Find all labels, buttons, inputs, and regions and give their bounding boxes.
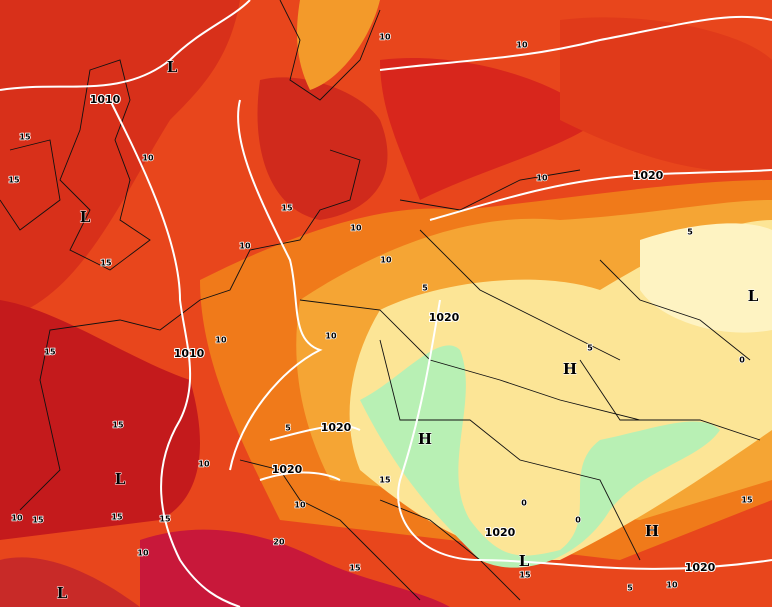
cold-field	[640, 223, 772, 333]
pressure-center: L	[57, 584, 68, 602]
warm-field	[0, 0, 240, 320]
warm-field	[380, 58, 600, 200]
isotherm-label: 15	[111, 513, 123, 522]
isotherm-label: 5	[627, 584, 633, 593]
isotherm-label: 15	[32, 516, 44, 525]
isotherm-label: 10	[325, 332, 337, 341]
coastline	[239, 459, 521, 601]
isobar-label: 1020	[429, 311, 460, 324]
pressure-center: H	[418, 430, 432, 448]
isotherm-label: 15	[741, 496, 753, 505]
isobar-label: 1020	[321, 421, 352, 434]
isotherm-label: 0	[739, 356, 745, 365]
isotherm-label: 10	[137, 549, 149, 558]
warm-field	[257, 77, 388, 220]
isotherm-label: 15	[112, 421, 124, 430]
coastline	[0, 139, 61, 231]
isotherm-label: 5	[587, 344, 593, 353]
isotherm-label: 10	[239, 242, 251, 251]
warm-field	[560, 17, 772, 172]
coastlines	[0, 0, 761, 601]
pressure-center: L	[748, 287, 759, 305]
coastline	[19, 149, 361, 511]
sea-field	[140, 529, 450, 607]
isobar	[109, 99, 241, 607]
border	[579, 259, 761, 441]
border	[299, 169, 641, 561]
isotherm-label: 15	[159, 515, 171, 524]
isotherm-label: 10	[215, 336, 227, 345]
isotherm-label: 15	[281, 204, 293, 213]
labels: LLLLLLHHH1010101010201020102010201020102…	[8, 32, 760, 603]
isotherm-label: 15	[44, 348, 56, 357]
isotherm-label: 10	[380, 256, 392, 265]
isotherm-label: 10	[350, 224, 362, 233]
isotherm-label: 15	[349, 564, 361, 573]
isobar-label: 1020	[685, 561, 716, 574]
pressure-center: L	[115, 470, 126, 488]
isotherm-label: 10	[142, 154, 154, 163]
isobar	[0, 0, 251, 91]
isotherm-label: 5	[285, 424, 291, 433]
isobar	[229, 99, 323, 471]
isotherm-label: 10	[11, 514, 23, 523]
isotherm-label: 5	[687, 228, 693, 237]
isotherm-label: 10	[379, 33, 391, 42]
isotherm-label: 5	[422, 284, 428, 293]
sea-field	[0, 557, 140, 607]
isotherm-label: 10	[198, 460, 210, 469]
isobar-label: 1010	[174, 347, 205, 360]
coastline	[59, 59, 151, 271]
isotherm-label: 10	[294, 501, 306, 510]
isotherm-label: 0	[521, 499, 527, 508]
pressure-center: H	[563, 360, 577, 378]
coastline	[279, 0, 381, 101]
isotherm-label: 10	[536, 174, 548, 183]
mild-field	[297, 0, 380, 90]
isotherm-label: 20	[273, 538, 285, 547]
isotherm-label: 15	[8, 176, 20, 185]
isobar-label: 1020	[633, 169, 664, 182]
pressure-center: L	[80, 208, 91, 226]
isotherm-label: 15	[19, 133, 31, 142]
isobar	[429, 169, 772, 221]
isotherm-label: 15	[100, 259, 112, 268]
isobar	[379, 15, 772, 71]
isotherm-label: 15	[519, 571, 531, 580]
pressure-center: L	[167, 58, 178, 76]
isobar	[397, 299, 772, 570]
isobar	[259, 424, 361, 481]
isotherm-label: 10	[516, 41, 528, 50]
coldest-field	[360, 345, 720, 568]
isobar-label: 1010	[90, 93, 121, 106]
isotherm-label: 15	[379, 476, 391, 485]
isotherm-label: 10	[666, 581, 678, 590]
isotherm-label: 0	[575, 516, 581, 525]
isobar-label: 1020	[485, 526, 516, 539]
pressure-center: L	[519, 552, 530, 570]
pressure-center: H	[645, 522, 659, 540]
isobar-label: 1020	[272, 463, 303, 476]
